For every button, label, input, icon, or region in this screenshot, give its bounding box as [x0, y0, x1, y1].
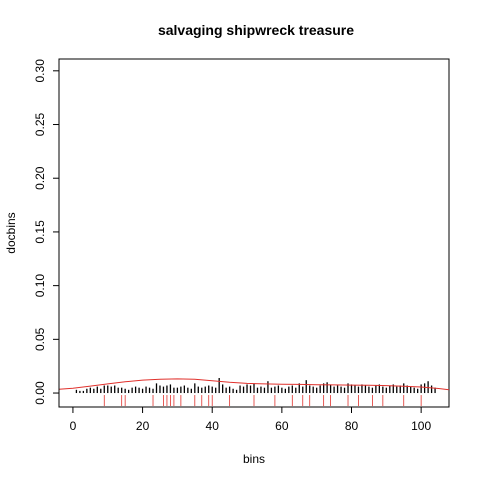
y-tick-label: 0.00: [33, 381, 47, 405]
x-tick-label: 80: [345, 419, 359, 433]
x-tick-label: 20: [136, 419, 150, 433]
y-tick-label: 0.05: [33, 327, 47, 351]
chart-title: salvaging shipwreck treasure: [158, 22, 354, 38]
y-tick-label: 0.20: [33, 166, 47, 190]
bars-group: [75, 378, 436, 394]
x-tick-label: 100: [411, 419, 431, 433]
y-axis-label: docbins: [4, 212, 18, 253]
y-tick-label: 0.30: [33, 59, 47, 83]
density-curve-group: [58, 378, 450, 391]
x-tick-label: 40: [206, 419, 220, 433]
x-axis-label: bins: [243, 452, 265, 466]
x-tick-label: 0: [70, 419, 77, 433]
y-axis: 0.00 0.05 0.10 0.15 0.20 0.25 0.30: [33, 59, 60, 405]
y-tick-label: 0.25: [33, 113, 47, 137]
y-tick-label: 0.10: [33, 274, 47, 298]
rug-group: [103, 395, 422, 407]
plot-frame: [58, 58, 450, 408]
x-axis: 0 20 40 60 80 100: [70, 406, 431, 433]
density-curve: [58, 378, 450, 391]
y-tick-label: 0.15: [33, 220, 47, 244]
x-tick-label: 60: [275, 419, 289, 433]
